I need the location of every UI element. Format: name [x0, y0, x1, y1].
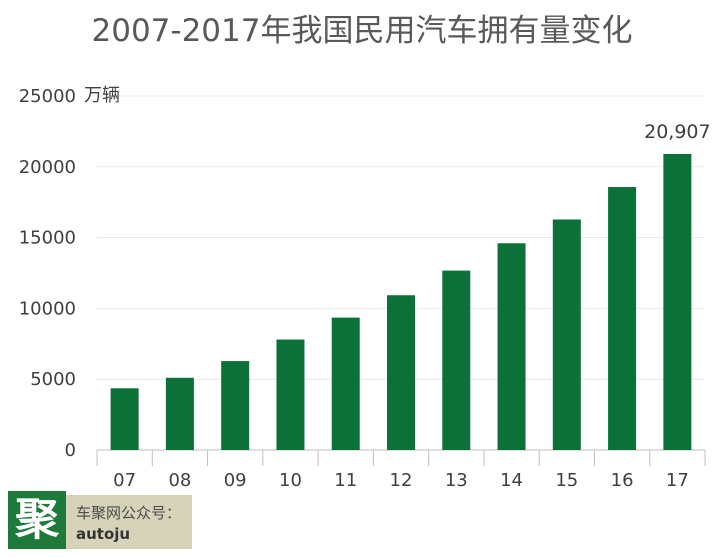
bars: [110, 153, 692, 450]
data-labels: 20,907: [644, 121, 710, 143]
x-tick-label: 17: [666, 470, 689, 491]
bar: [663, 153, 692, 450]
y-axis-label: 万辆: [84, 85, 120, 106]
x-tick-label: 16: [611, 470, 634, 491]
bar: [221, 361, 250, 450]
watermark: 聚 车聚网公众号： autoju: [0, 491, 192, 557]
bar: [110, 388, 139, 450]
y-tick-label: 10000: [19, 298, 76, 319]
bar: [497, 243, 526, 450]
chart-title: 2007-2017年我国民用汽车拥有量变化: [92, 13, 633, 49]
x-tick-label: 09: [224, 470, 247, 491]
y-tick-label: 15000: [19, 228, 76, 249]
y-tick-label: 5000: [30, 369, 76, 390]
y-tick-label: 0: [65, 440, 76, 461]
bar: [442, 270, 471, 450]
bar: [165, 377, 194, 450]
watermark-panel: 车聚网公众号： autoju: [66, 495, 192, 549]
watermark-logo: 聚: [8, 491, 66, 549]
watermark-line1: 车聚网公众号：: [76, 504, 182, 522]
bar: [387, 295, 415, 450]
data-label: 20,907: [644, 121, 710, 143]
bar: [331, 317, 360, 450]
y-tick-label: 20000: [19, 157, 76, 178]
bar: [552, 219, 581, 450]
y-tick-label: 25000: [19, 86, 76, 107]
x-tick-label: 07: [113, 470, 136, 491]
x-tick-label: 12: [390, 470, 413, 491]
x-tick-label: 13: [445, 470, 468, 491]
x-tick-label: 10: [279, 470, 302, 491]
x-tick-label: 14: [500, 470, 523, 491]
x-axis-ticks: 07 08 09 10 11 12 13 14 15 16 17: [113, 470, 689, 491]
bar: [608, 187, 637, 450]
watermark-line2: autoju: [76, 525, 131, 543]
x-tick-label: 08: [168, 470, 191, 491]
x-tick-label: 15: [555, 470, 578, 491]
bar: [276, 339, 305, 450]
x-tick-label: 11: [334, 470, 357, 491]
y-axis-ticks: 0 5000 10000 15000 20000 25000: [19, 86, 76, 461]
